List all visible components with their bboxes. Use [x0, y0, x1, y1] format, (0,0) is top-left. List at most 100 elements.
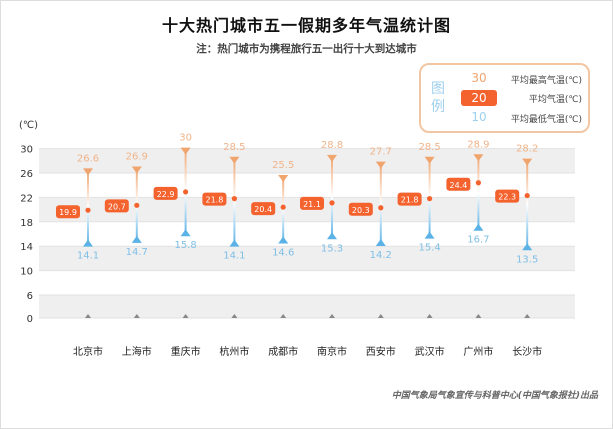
baseline-marker — [182, 314, 189, 318]
high-value-label: 28.2 — [516, 144, 538, 155]
chart-subtitle: 注：热门城市为携程旅行五一出行十大到达城市 — [196, 43, 417, 55]
avg-label-box — [446, 177, 471, 191]
source-credit: 中国气象局气象宣传与科普中心(中国气象报社)出品 — [391, 391, 598, 401]
baseline-marker — [524, 314, 531, 318]
x-tick-label: 长沙市 — [512, 345, 542, 358]
legend-sample-high: 30 — [471, 71, 487, 85]
low-value-label: 14.2 — [370, 250, 392, 261]
avg-value-label: 19.9 — [59, 208, 77, 217]
low-marker — [375, 238, 386, 246]
high-value-label: 28.9 — [467, 139, 489, 150]
legend-sample-avg: 20 — [461, 90, 497, 106]
baseline-marker — [329, 314, 335, 318]
x-tick-label: 重庆市 — [171, 345, 201, 358]
y-tick-label: 10 — [20, 267, 33, 278]
legend-sample-low: 10 — [471, 110, 487, 124]
legend: 图例 30 平均最高气温(℃) 20 平均气温(℃) 10 平均最低气温(℃) — [419, 63, 590, 133]
y-tick-label: 26 — [20, 169, 33, 180]
high-marker — [375, 161, 386, 169]
avg-value-label: 20.7 — [108, 202, 126, 211]
baseline-marker — [133, 314, 140, 318]
high-marker — [327, 154, 337, 162]
low-value-label: 15.8 — [174, 240, 196, 251]
baseline-marker — [426, 314, 433, 318]
grid-band — [39, 246, 575, 271]
avg-dot — [85, 207, 91, 213]
avg-label-box — [202, 192, 227, 206]
avg-value-label: 20.3 — [352, 206, 370, 215]
avg-dot — [329, 200, 335, 206]
low-marker — [278, 236, 289, 244]
low-value-label: 15.3 — [321, 243, 343, 254]
high-marker — [131, 166, 142, 174]
temperature-range-bar — [233, 157, 236, 246]
x-tick-label: 广州市 — [463, 345, 493, 358]
baseline-marker — [231, 314, 238, 318]
avg-label-box — [153, 186, 178, 200]
high-value-label: 27.7 — [370, 147, 392, 158]
avg-value-label: 21.1 — [303, 200, 321, 209]
avg-label-box — [397, 192, 422, 206]
avg-label-box — [56, 205, 80, 219]
baseline-marker — [475, 314, 482, 318]
high-value-label: 26.9 — [126, 152, 148, 163]
avg-value-label: 22.3 — [498, 193, 516, 202]
avg-dot — [427, 196, 433, 202]
x-tick-label: 武汉市 — [415, 345, 445, 358]
avg-label-box — [104, 199, 129, 213]
low-value-label: 15.4 — [418, 243, 440, 254]
low-marker — [327, 232, 337, 240]
grid-band — [39, 148, 575, 173]
low-value-label: 13.5 — [516, 254, 538, 265]
temperature-range-bar — [379, 162, 382, 245]
x-tick-label: 南京市 — [317, 345, 347, 358]
temperature-range-bar — [87, 169, 89, 246]
avg-dot — [524, 192, 530, 199]
x-tick-label: 上海市 — [122, 345, 152, 358]
avg-label-box — [348, 202, 373, 216]
high-value-label: 25.5 — [272, 160, 294, 171]
low-value-label: 16.7 — [467, 235, 489, 246]
high-marker — [424, 156, 435, 164]
high-marker — [522, 158, 533, 166]
low-value-label: 14.7 — [126, 247, 148, 258]
high-marker — [83, 168, 93, 176]
temperature-range-bar — [477, 155, 480, 230]
chart-title: 十大热门城市五一假期多年气温统计图 — [161, 16, 451, 35]
low-value-label: 14.1 — [223, 251, 245, 262]
low-marker — [424, 231, 435, 239]
legend-item-low: 10 平均最低气温(℃) — [461, 110, 586, 126]
y-tick-label: 6 — [27, 291, 33, 302]
legend-label-high: 平均最高气温(℃) — [510, 76, 582, 86]
avg-dot — [378, 205, 384, 211]
avg-value-label: 21.8 — [205, 196, 223, 205]
high-value-label: 26.6 — [77, 153, 99, 164]
low-value-label: 14.6 — [272, 248, 294, 259]
y-tick-label: 30 — [20, 145, 33, 156]
baseline-marker — [377, 314, 384, 318]
high-value-label: 30 — [179, 133, 192, 144]
avg-value-label: 20.4 — [254, 205, 272, 214]
legend-label-avg: 平均气温(℃) — [528, 95, 582, 105]
avg-dot — [280, 204, 286, 210]
high-marker — [473, 154, 484, 162]
low-marker — [131, 235, 142, 243]
avg-value-label: 21.8 — [401, 196, 419, 205]
temperature-range-bar — [526, 159, 529, 250]
low-marker — [229, 239, 240, 247]
y-axis-label: (℃) — [19, 120, 39, 131]
avg-label-box — [300, 196, 324, 210]
avg-dot — [134, 202, 140, 208]
avg-dot — [183, 189, 189, 195]
avg-dot — [231, 196, 237, 202]
x-tick-label: 西安市 — [366, 345, 396, 358]
high-marker — [229, 156, 240, 164]
avg-value-label: 22.9 — [157, 190, 175, 199]
x-tick-label: 北京市 — [73, 345, 103, 358]
baseline-marker — [85, 314, 91, 318]
x-tick-label: 成都市 — [268, 345, 298, 358]
high-value-label: 28.8 — [321, 140, 343, 151]
high-value-label: 28.5 — [418, 142, 440, 153]
